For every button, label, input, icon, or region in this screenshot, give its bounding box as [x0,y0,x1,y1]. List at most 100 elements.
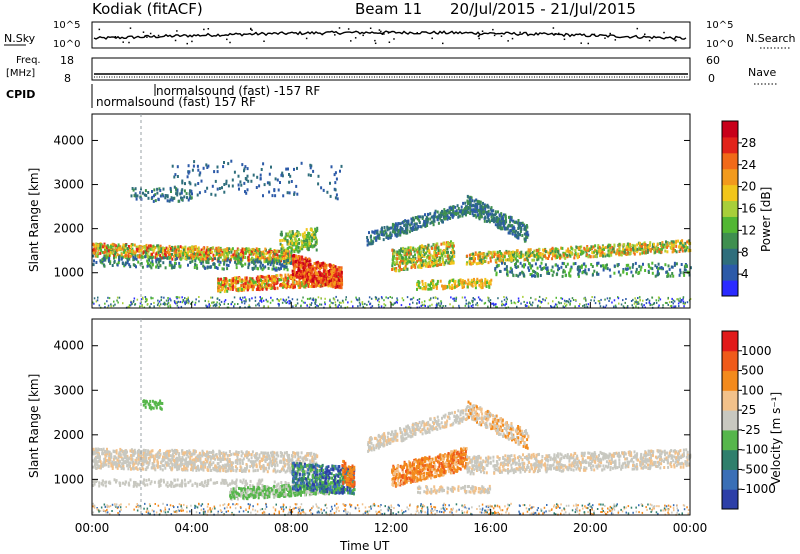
heatmap-cell [225,254,228,258]
heatmap-cell [597,261,600,265]
heatmap-cell [243,255,246,259]
heatmap-cell [503,251,506,255]
nsearch-dot [675,39,677,42]
heatmap-cell [408,256,411,260]
heatmap-cell [266,286,269,290]
heatmap-cell [232,253,235,257]
heatmap-cell [315,264,318,268]
heatmap-cell [500,221,503,225]
heatmap-cell [175,187,178,191]
heatmap-cell [450,278,453,282]
heatmap-cell [489,281,492,285]
heatmap-cell [213,265,216,269]
heatmap-cell [129,250,132,254]
heatmap-cell [103,251,106,255]
heatmap-cell [301,263,304,267]
heatmap-cell [244,177,247,180]
heatmap-cell [337,278,340,282]
heatmap-cell [546,268,549,271]
heatmap-cell [322,277,325,281]
heatmap-cell [477,261,480,265]
heatmap-cell [311,267,314,271]
heatmap-cell [299,261,302,264]
heatmap-cell [270,284,273,287]
heatmap-cell [297,245,300,249]
heatmap-cell [392,260,395,264]
heatmap-cell [439,260,442,264]
heatmap-cell [126,259,129,263]
heatmap-cell [328,277,331,281]
heatmap-cell [256,260,259,264]
heatmap-cell [445,216,447,220]
heatmap-cell [469,203,472,207]
heatmap-cell [236,258,239,262]
heatmap-cell [587,255,590,259]
heatmap-cell [340,266,343,270]
heatmap-cell [392,252,395,256]
heatmap-cell [260,266,263,270]
heatmap-cell [283,285,286,289]
heatmap-cell [181,179,184,183]
heatmap-cell [668,267,671,271]
heatmap-cell [581,271,584,274]
heatmap-cell [145,251,148,255]
heatmap-cell [272,278,275,282]
heatmap-cell [292,285,295,289]
heatmap-cell [134,256,137,260]
heatmap-cell [170,190,172,193]
heatmap-cell [448,206,451,210]
heatmap-cell [629,266,631,270]
heatmap-cell [422,260,425,264]
heatmap-cell [427,243,430,247]
heatmap-cell [216,247,219,251]
heatmap-cell [160,247,163,251]
heatmap-cell [188,256,190,260]
heatmap-cell [422,245,425,249]
heatmap-cell [94,244,97,248]
heatmap-cell [107,258,110,262]
heatmap-cell [235,254,238,258]
heatmap-cell [246,174,249,178]
heatmap-cell [239,261,242,265]
heatmap-cell [607,245,609,249]
heatmap-cell [293,192,296,196]
heatmap-cell [153,194,155,198]
heatmap-cell [631,243,634,247]
heatmap-cell [157,253,159,257]
heatmap-cell [285,167,288,171]
heatmap-cell [191,255,194,259]
heatmap-cell [516,254,519,258]
heatmap-cell [653,242,655,246]
heatmap-cell [197,168,200,172]
heatmap-cell [314,273,317,277]
heatmap-cell [232,279,235,283]
heatmap-cell [483,203,486,207]
heatmap-cell [235,288,238,292]
heatmap-cell [240,284,243,287]
nsearch-dot [593,33,596,36]
heatmap-cell [519,233,521,237]
heatmap-cell [166,194,169,198]
heatmap-cell [620,253,623,257]
heatmap-cell [444,261,447,265]
heatmap-cell [273,256,276,260]
heatmap-cell [265,258,268,262]
heatmap-cell [562,253,565,257]
heatmap-cell [447,257,450,261]
heatmap-cell [407,246,410,250]
heatmap-cell [257,276,260,280]
heatmap-cell [613,271,616,275]
heatmap-cell [273,267,275,271]
heatmap-cell [326,280,329,284]
heatmap-cell [238,277,241,280]
heatmap-cell [561,261,564,265]
heatmap-cell [293,167,295,171]
heatmap-cell [130,194,133,198]
heatmap-cell [280,173,283,177]
heatmap-cell [413,263,416,267]
heatmap-cell [158,260,160,264]
heatmap-cell [309,166,312,170]
heatmap-cell [241,163,244,167]
heatmap-cell [339,169,341,173]
heatmap-cell [579,268,581,272]
